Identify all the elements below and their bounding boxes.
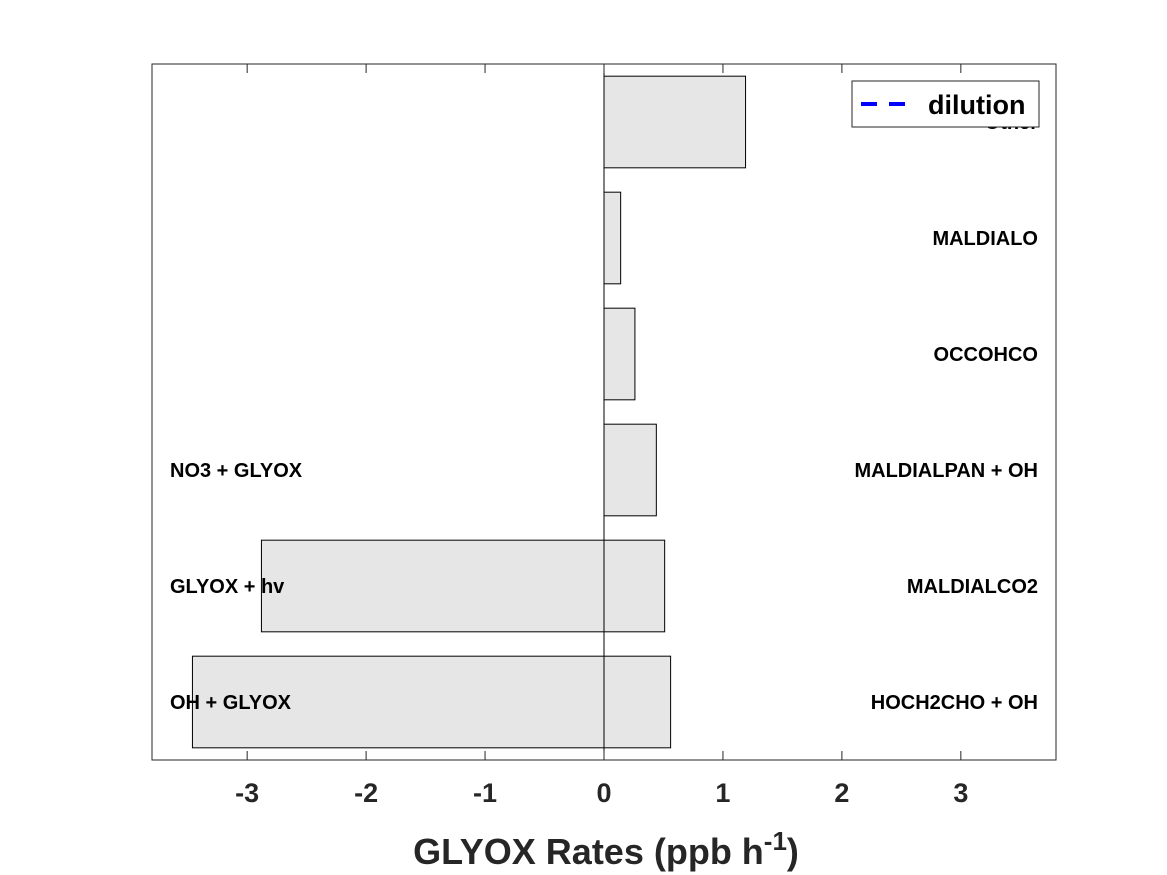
bar-label-positive: OCCOHCO	[934, 344, 1038, 366]
legend: dilution	[851, 80, 1040, 128]
bar-label-negative: GLYOX + hv	[170, 576, 285, 598]
bars-group	[191, 75, 747, 749]
bar-label-positive: MALDIALO	[932, 228, 1038, 250]
x-tick-label: 0	[596, 778, 611, 808]
x-axis-label-main: GLYOX Rates (ppb h	[413, 831, 764, 872]
x-tick-label: -2	[354, 778, 378, 808]
x-tick-label: 2	[834, 778, 849, 808]
x-tick-label: -1	[473, 778, 497, 808]
bar-positive	[603, 423, 657, 517]
bar-negative	[191, 655, 605, 749]
x-tick-label: -3	[235, 778, 259, 808]
bar-positive	[603, 655, 672, 749]
x-axis-label: GLYOX Rates (ppb h-1)	[413, 826, 799, 872]
bar-positive	[603, 191, 622, 285]
bar-label-positive: MALDIALCO2	[907, 576, 1038, 598]
x-tick-label: 3	[953, 778, 968, 808]
bar-label-positive: HOCH2CHO + OH	[871, 692, 1038, 714]
x-axis-label-close: )	[787, 831, 799, 872]
bar-label-positive: MALDIALPAN + OH	[854, 460, 1038, 482]
legend-box	[851, 80, 1040, 128]
bar-negative	[260, 539, 605, 633]
legend-label-dilution: dilution	[928, 90, 1025, 120]
x-tick-label: 1	[715, 778, 730, 808]
x-ticks-group: -3 -2 -1 0 1 2 3	[235, 64, 968, 808]
x-axis-label-sup: -1	[764, 826, 787, 856]
bar-positive	[603, 75, 747, 169]
bar-label-negative: OH + GLYOX	[170, 692, 292, 714]
bar-positive	[603, 539, 666, 633]
bar-label-negative: NO3 + GLYOX	[170, 460, 303, 482]
bar-positive	[603, 307, 636, 401]
